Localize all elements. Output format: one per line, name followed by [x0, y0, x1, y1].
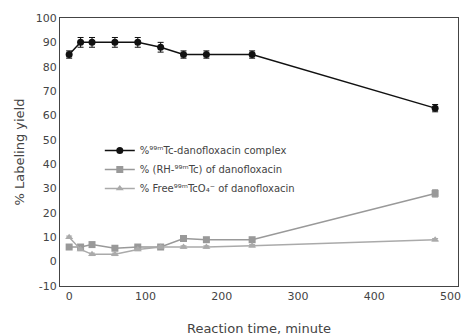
- svg-text:500: 500: [440, 290, 461, 303]
- svg-text:0: 0: [66, 290, 73, 303]
- svg-text:20: 20: [43, 207, 57, 220]
- svg-text:80: 80: [43, 61, 57, 74]
- svg-text:60: 60: [43, 109, 57, 122]
- svg-text:400: 400: [364, 290, 385, 303]
- svg-text:30: 30: [43, 182, 57, 195]
- svg-text:300: 300: [287, 290, 308, 303]
- svg-text:% (RH-⁹⁹ᵐTc) of danofloxacin: % (RH-⁹⁹ᵐTc) of danofloxacin: [140, 164, 282, 175]
- svg-text:40: 40: [43, 158, 57, 171]
- svg-text:100: 100: [135, 290, 156, 303]
- svg-text:% Labeling yield: % Labeling yield: [12, 99, 27, 206]
- svg-text:70: 70: [43, 85, 57, 98]
- svg-text:-10: -10: [39, 280, 57, 293]
- svg-text:90: 90: [43, 36, 57, 49]
- svg-text:100: 100: [36, 12, 57, 25]
- svg-text:200: 200: [211, 290, 232, 303]
- svg-text:10: 10: [43, 231, 57, 244]
- svg-text:50: 50: [43, 134, 57, 147]
- svg-text:% Free⁹⁹ᵐTcO₄⁻ of danofloxacin: % Free⁹⁹ᵐTcO₄⁻ of danofloxacin: [140, 183, 295, 194]
- svg-text:Reaction time, minute: Reaction time, minute: [187, 321, 331, 336]
- svg-text:0: 0: [50, 255, 57, 268]
- svg-text:%⁹⁹ᵐTc-danofloxacin complex: %⁹⁹ᵐTc-danofloxacin complex: [140, 145, 287, 156]
